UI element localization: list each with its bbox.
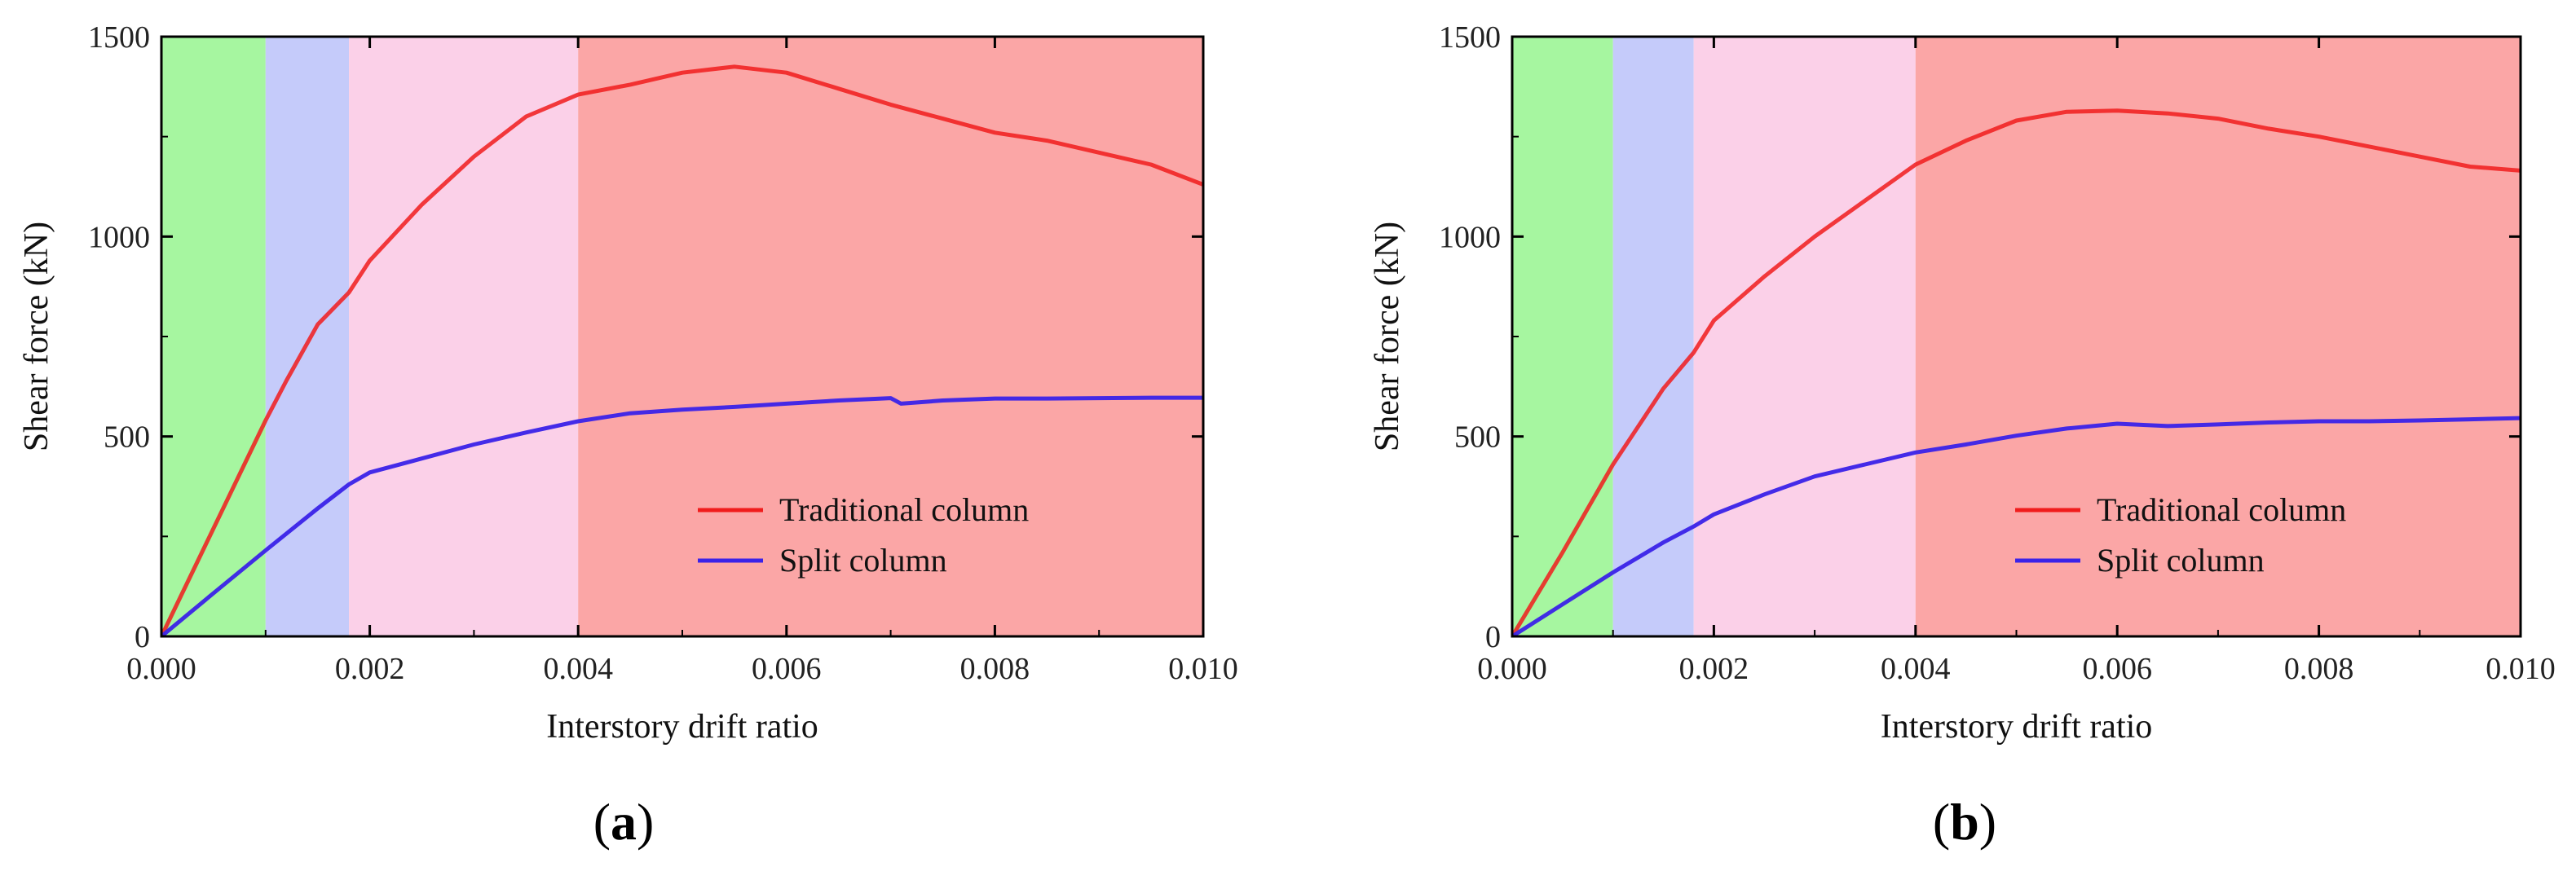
y-axis-label: Shear force (kN) [1369,222,1406,451]
x-tick-label: 0.002 [1679,652,1749,686]
x-tick-label: 0.008 [960,652,1030,686]
x-axis-label: Interstory drift ratio [1881,708,2153,746]
x-tick-label: 0.002 [335,652,405,686]
y-tick-label: 500 [104,420,150,455]
x-axis-label: Interstory drift ratio [546,708,818,746]
legend-label-split: Split column [779,542,947,579]
zone-band-3 [1693,37,1916,636]
series-line-traditional [161,64,1203,636]
zone-band-4 [1915,37,2521,636]
x-tick-label: 0.008 [2284,652,2354,686]
panel-label: (b) [1933,793,1996,851]
legend-label-split: Split column [2097,542,2265,579]
series-line-traditional [1512,108,2521,636]
series-line-split [1512,416,2521,636]
x-tick-label: 0.006 [2082,652,2152,686]
x-tick-label: 0.004 [1881,652,1951,686]
x-tick-label: 0.000 [126,652,196,686]
zone-band-1 [161,37,266,636]
y-tick-label: 500 [1454,420,1501,455]
y-tick-label: 1000 [88,220,150,254]
y-tick-label: 0 [1485,620,1501,654]
legend-label-traditional: Traditional column [2097,491,2346,528]
x-tick-label: 0.004 [543,652,613,686]
x-tick-label: 0.006 [752,652,822,686]
y-axis-label: Shear force (kN) [18,222,55,451]
y-tick-label: 0 [135,620,150,654]
zone-band-4 [578,37,1203,636]
y-tick-label: 1000 [1439,220,1501,254]
zone-band-1 [1512,37,1613,636]
legend-label-traditional: Traditional column [779,491,1029,528]
plot-area [161,64,1203,636]
x-tick-label: 0.010 [1168,652,1238,686]
x-tick-label: 0.010 [2486,652,2556,686]
y-tick-label: 1500 [88,20,150,55]
y-tick-label: 1500 [1439,20,1501,55]
zone-band-2 [265,37,350,636]
x-tick-label: 0.000 [1477,652,1547,686]
panel-label: (a) [593,793,655,851]
chart-panel-b: 0.000 0.002 0.004 0.006 0.008 0.010 0 500 1000 15… [1369,20,2556,851]
plot-area [1512,108,2521,636]
zone-band-3 [349,37,579,636]
series-line-split [161,395,1203,636]
zone-band-2 [1612,37,1694,636]
chart-panel-a: 0.000 0.002 0.004 0.006 0.008 0.010 0 500 1000 15… [18,20,1238,851]
